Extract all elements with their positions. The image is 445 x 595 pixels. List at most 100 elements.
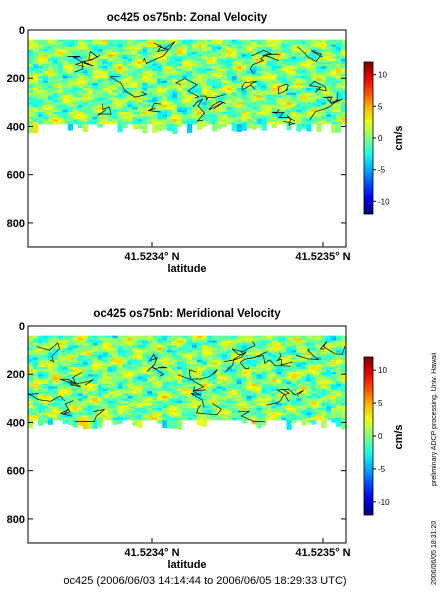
heat-cell — [336, 90, 342, 93]
heat-cell — [152, 350, 158, 353]
heat-cell — [77, 116, 83, 120]
heat-cell — [231, 354, 237, 358]
heat-cell — [32, 381, 39, 385]
heat-cell — [206, 395, 213, 399]
heat-cell — [152, 97, 158, 101]
heat-cell — [177, 109, 183, 113]
heat-cell — [57, 58, 64, 62]
heat-cell — [281, 66, 287, 69]
heat-cell — [271, 107, 277, 110]
heat-cell — [291, 75, 297, 79]
heat-cell — [296, 75, 302, 79]
heat-cell — [67, 102, 74, 106]
heat-cell — [82, 342, 88, 346]
heat-cell — [187, 415, 193, 418]
contour-line — [323, 96, 343, 105]
heat-cell — [162, 379, 168, 382]
contour-line — [266, 388, 290, 406]
heat-cell — [47, 39, 54, 43]
heat-cell — [321, 95, 327, 98]
heat-cell — [102, 95, 108, 98]
heat-cell — [241, 383, 247, 387]
heat-cell — [187, 352, 193, 356]
heat-cell — [77, 97, 83, 101]
y-tick-label: 800 — [7, 514, 25, 526]
heat-cell — [62, 42, 69, 45]
heat-cell — [92, 109, 98, 113]
heat-cell — [271, 92, 277, 96]
heat-cell — [67, 405, 74, 409]
heat-cell — [92, 111, 98, 115]
heat-cell — [67, 58, 74, 62]
heat-cell — [201, 338, 208, 341]
heat-cell — [306, 49, 312, 52]
heat-cell — [216, 338, 223, 341]
heat-cell — [341, 410, 346, 414]
heat-cell — [52, 417, 59, 421]
heat-cell — [82, 70, 88, 74]
heat-cell — [107, 342, 113, 346]
heat-cell — [226, 379, 233, 382]
heat-cell — [137, 70, 143, 74]
heat-cell — [331, 54, 337, 57]
heat-cell — [72, 400, 78, 404]
heat-cell — [97, 379, 103, 382]
heat-cell — [157, 395, 163, 399]
heat-cell — [147, 362, 153, 365]
heat-cell — [316, 83, 322, 86]
heat-cell — [306, 56, 312, 60]
heat-cell — [286, 73, 292, 77]
heat-cell — [221, 124, 228, 128]
heat-cell — [122, 56, 128, 60]
heat-cell — [291, 44, 297, 48]
heat-cell — [331, 371, 337, 375]
heat-cell — [266, 70, 272, 74]
heat-cell — [216, 87, 223, 91]
heat-cell — [52, 73, 59, 77]
heat-cell — [316, 63, 322, 67]
heat-cell — [37, 111, 44, 115]
heat-cell — [162, 119, 168, 122]
heat-cell — [92, 121, 98, 125]
heat-cell — [147, 410, 153, 414]
heat-cell — [82, 85, 88, 89]
heat-cell — [266, 412, 272, 416]
heat-cell — [196, 364, 203, 368]
heat-cell — [246, 347, 252, 351]
heat-cell — [107, 352, 113, 356]
heat-cell — [236, 357, 242, 361]
heat-cell — [316, 66, 322, 69]
heat-cell — [132, 354, 138, 358]
heat-cell — [241, 104, 247, 108]
heat-cell — [122, 124, 128, 129]
heat-cell — [306, 66, 312, 69]
contour-line — [36, 342, 61, 363]
heat-cell — [231, 386, 237, 389]
heat-cell — [251, 42, 257, 45]
heat-cell — [331, 68, 337, 72]
heat-cell — [122, 116, 128, 120]
heat-cell — [301, 63, 307, 67]
heat-cell — [32, 376, 39, 380]
zonal-x-axis-label: latitude — [167, 263, 206, 275]
heat-cell — [97, 386, 103, 389]
heat-cell — [162, 114, 168, 118]
heat-cell — [236, 340, 242, 344]
heat-cell — [137, 111, 143, 115]
heat-cell — [72, 49, 78, 52]
contour-line — [146, 353, 158, 372]
heat-cell — [162, 58, 168, 62]
heat-cell — [276, 46, 282, 50]
heat-cell — [187, 97, 193, 101]
heat-cell — [77, 415, 83, 418]
heat-cell — [336, 376, 342, 380]
heat-cell — [246, 97, 252, 101]
heat-cell — [167, 102, 173, 106]
heat-cell — [107, 379, 113, 382]
heat-cell — [196, 80, 203, 84]
heat-cell — [32, 68, 39, 72]
heat-cell — [97, 398, 103, 402]
heat-cell — [97, 83, 103, 86]
heat-cell — [246, 102, 252, 106]
heat-cell — [216, 56, 223, 60]
